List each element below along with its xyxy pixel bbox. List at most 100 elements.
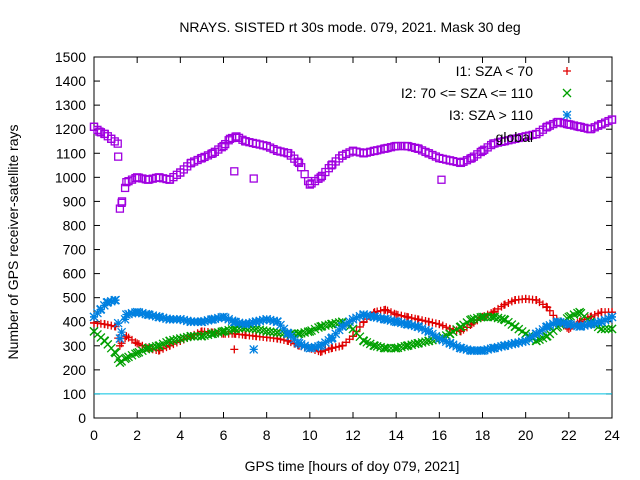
data-point (89, 312, 99, 322)
data-point (220, 326, 230, 336)
data-point (499, 137, 509, 146)
data-point (305, 343, 315, 353)
data-point (383, 343, 392, 353)
legend-label: I2: 70 <= SZA <= 110 (401, 85, 533, 101)
data-point (272, 317, 282, 327)
data-point (272, 328, 282, 338)
data-point (203, 315, 213, 325)
data-point (380, 343, 390, 353)
data-point (208, 329, 218, 339)
data-point (476, 312, 486, 322)
data-point (413, 338, 423, 348)
data-point (467, 346, 477, 356)
data-point (327, 161, 336, 170)
axis-ticks: 0 2 4 6 8 10 12 14 16 18 20 22 240100200300400500600… (55, 49, 620, 443)
data-point (472, 313, 482, 323)
data-point (448, 340, 458, 350)
y-tick-label: 900 (63, 193, 87, 209)
data-point (543, 303, 552, 312)
data-point (262, 141, 271, 151)
y-tick-label: 300 (63, 338, 87, 354)
data-point (532, 129, 541, 139)
data-point (326, 319, 336, 329)
data-point (120, 314, 130, 324)
data-point (137, 308, 147, 318)
data-point (493, 342, 503, 352)
data-point (531, 329, 541, 339)
data-point (579, 321, 589, 330)
data-point (148, 311, 158, 321)
data-point (528, 331, 538, 341)
data-point (115, 358, 125, 368)
data-point (372, 341, 382, 351)
data-point (386, 316, 396, 326)
data-point (293, 329, 303, 339)
data-point (234, 318, 244, 328)
data-point (521, 336, 531, 346)
data-point (175, 314, 185, 324)
data-point (521, 294, 530, 303)
y-tick-label: 200 (63, 362, 87, 378)
data-point (227, 316, 237, 326)
legend-label: global (496, 129, 533, 145)
data-point (186, 331, 196, 341)
y-tick-label: 1300 (55, 97, 86, 113)
outlier-point (230, 345, 239, 354)
data-point (337, 322, 347, 332)
data-point (427, 329, 437, 339)
data-point (232, 132, 241, 141)
y-tick-label: 100 (63, 386, 87, 402)
data-point (483, 344, 493, 354)
x-tick-label: 2 (133, 427, 141, 443)
data-point (96, 305, 105, 315)
data-point (600, 324, 610, 334)
plot-border (93, 56, 613, 419)
data-point (452, 341, 462, 351)
data-point (604, 324, 614, 334)
x-tick-label: 22 (561, 427, 577, 443)
data-point (424, 326, 434, 336)
legend-label: I1: SZA < 70 (456, 63, 534, 79)
data-point (424, 336, 434, 346)
data-point (115, 334, 125, 344)
data-point (370, 312, 380, 322)
data-point (197, 331, 207, 341)
data-point (600, 315, 610, 325)
data-point (478, 312, 487, 322)
data-point (341, 319, 351, 329)
data-point (219, 312, 228, 322)
data-point (186, 317, 196, 327)
x-tick-label: 4 (176, 427, 184, 443)
data-point (479, 312, 489, 322)
data-point (113, 139, 122, 148)
data-point (213, 313, 223, 323)
y-tick-label: 1400 (55, 73, 86, 89)
legend: I1: SZA < 70 I2: 70 <= SZA <= 110 I3: SZA … (401, 63, 572, 145)
data-point (316, 322, 326, 332)
data-point (381, 305, 390, 314)
data-point (402, 141, 412, 151)
outlier-points (230, 167, 446, 354)
data-point (179, 333, 189, 343)
data-point (524, 334, 534, 344)
data-point (564, 319, 574, 329)
data-point (532, 296, 541, 305)
data-point (320, 338, 330, 348)
data-point (316, 341, 326, 351)
data-point (403, 341, 413, 350)
data-point (121, 310, 131, 319)
data-point (503, 340, 513, 350)
data-point (95, 127, 104, 136)
data-point (89, 122, 99, 131)
data-point (590, 310, 599, 319)
data-point (478, 146, 487, 156)
data-point (431, 331, 441, 341)
data-point (376, 313, 386, 323)
data-point (355, 311, 365, 321)
data-point (597, 308, 606, 317)
data-point (435, 320, 444, 329)
data-point (467, 314, 477, 324)
data-point (573, 308, 582, 318)
data-point (102, 298, 112, 307)
data-point (162, 314, 171, 324)
